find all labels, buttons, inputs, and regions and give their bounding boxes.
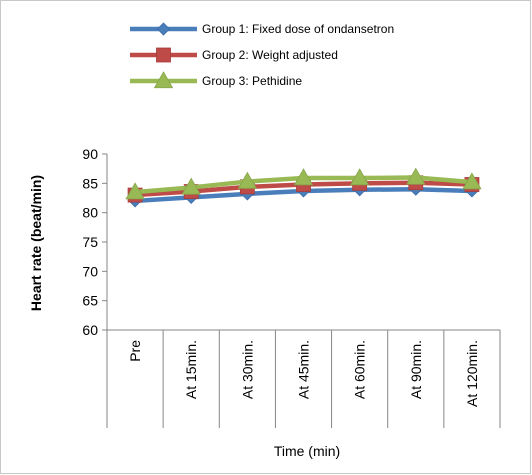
x-category-label: At 45min. bbox=[296, 340, 312, 399]
legend-marker-1 bbox=[156, 22, 171, 36]
x-category-label: At 30min. bbox=[239, 340, 255, 399]
data-point-series-3 bbox=[462, 172, 482, 190]
y-tick-label: 90 bbox=[82, 146, 98, 162]
data-point-series-3 bbox=[125, 182, 145, 200]
data-point-series-3 bbox=[406, 167, 426, 185]
y-tick-label: 60 bbox=[82, 322, 98, 338]
data-point-series-3 bbox=[349, 168, 370, 186]
y-tick-label: 80 bbox=[82, 205, 98, 221]
legend-marker-2 bbox=[156, 47, 171, 63]
x-axis-title: Time (min) bbox=[274, 443, 340, 459]
y-tick-label: 65 bbox=[82, 293, 98, 309]
x-category-label: At 60min. bbox=[352, 340, 368, 399]
x-category-label: Pre bbox=[127, 340, 143, 362]
x-category-label: At 120min. bbox=[464, 340, 480, 407]
x-category-label: At 90min. bbox=[408, 340, 424, 399]
legend-label-1: Group 1: Fixed dose of ondansetron bbox=[202, 22, 394, 36]
data-point-series-3 bbox=[293, 168, 314, 186]
y-axis-title: Heart rate (beat/min) bbox=[28, 175, 44, 311]
data-point-series-3 bbox=[181, 177, 201, 195]
y-tick-label: 70 bbox=[82, 263, 98, 279]
plot-area: 60 65 70 75 80 85 90 Pre At 15min. At 30min. At 45… bbox=[82, 146, 501, 428]
data-point-series-3 bbox=[237, 171, 258, 189]
y-tick-label: 75 bbox=[82, 234, 98, 250]
legend: Group 1: Fixed dose of ondansetron Group … bbox=[130, 22, 394, 89]
x-category-label: At 15min. bbox=[183, 340, 199, 399]
legend-label-3: Group 3: Pethidine bbox=[202, 74, 302, 88]
legend-marker-3 bbox=[153, 71, 174, 89]
legend-label-2: Group 2: Weight adjusted bbox=[202, 48, 338, 62]
y-tick-label: 85 bbox=[82, 175, 98, 191]
